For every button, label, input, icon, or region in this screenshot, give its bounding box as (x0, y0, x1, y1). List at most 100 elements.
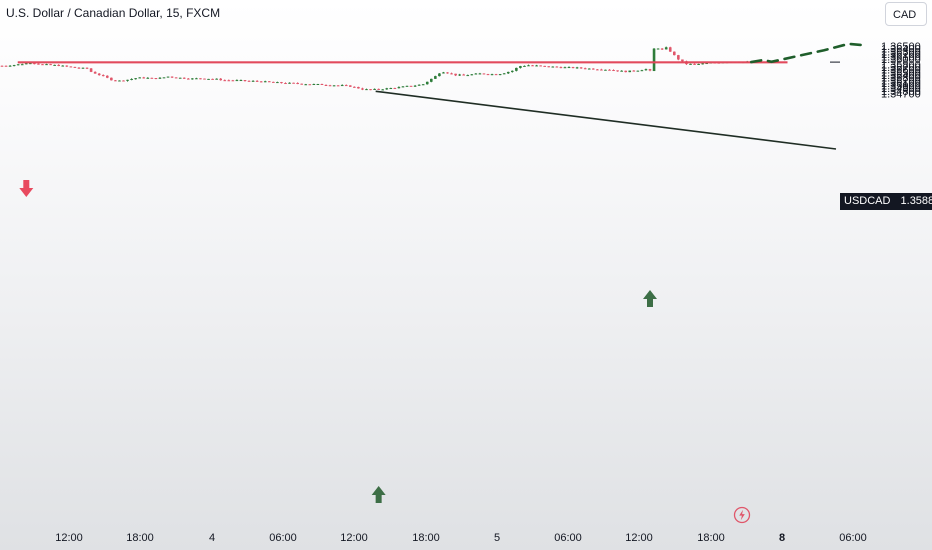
candle (316, 83, 320, 85)
candle (81, 67, 85, 69)
candle (705, 63, 708, 65)
y-axis-tick: 1.36300 (881, 46, 921, 58)
candle (203, 78, 206, 80)
candle (106, 75, 109, 78)
candle (0, 65, 4, 67)
last-price-tag: USDCAD 1.35889 (840, 193, 932, 210)
lightning-bolt-icon[interactable] (733, 506, 751, 524)
y-axis-tick: 1.36000 (881, 54, 921, 66)
candle (259, 81, 263, 83)
y-axis-tick: 1.35300 (881, 73, 921, 85)
x-axis-tick: 5 (494, 532, 500, 544)
candle (349, 85, 352, 87)
candle (519, 66, 522, 68)
candle (296, 83, 299, 85)
candle (527, 65, 530, 67)
candle (563, 67, 567, 69)
candle (668, 47, 672, 52)
candle (575, 67, 579, 69)
candle (61, 65, 65, 67)
candle (239, 80, 243, 82)
candle (628, 70, 632, 73)
arrow-up-icon (371, 486, 386, 503)
candle (93, 71, 97, 74)
candle (555, 66, 559, 68)
candle (632, 70, 636, 72)
candle (417, 84, 421, 86)
candle (446, 72, 449, 74)
candle (648, 69, 652, 71)
candle (604, 69, 607, 71)
currency-button[interactable]: CAD (885, 2, 927, 26)
candle (616, 70, 619, 72)
candle (284, 83, 287, 85)
candle (130, 78, 133, 80)
candle (466, 75, 470, 77)
y-axis-tick: 1.35400 (881, 70, 921, 82)
candle (255, 80, 259, 82)
candle (608, 69, 611, 71)
candle (511, 70, 514, 72)
candle (199, 78, 202, 80)
candle (559, 67, 563, 69)
candle (162, 77, 166, 79)
candle (531, 65, 534, 67)
y-axis-tick: 1.36400 (881, 44, 921, 56)
y-axis-tick: 1.35200 (881, 75, 921, 87)
y-axis-tick: 1.36500 (881, 41, 921, 53)
candle (673, 51, 676, 56)
candle (600, 69, 603, 71)
candle (539, 65, 542, 67)
candle (462, 74, 465, 76)
candle (397, 87, 401, 89)
x-axis-tick: 06:00 (269, 532, 297, 544)
candle (421, 84, 425, 86)
candle (664, 47, 668, 50)
candle (571, 67, 575, 69)
price-tag-symbol: USDCAD (844, 195, 891, 207)
y-axis-tick: 1.34700 (881, 88, 921, 100)
candle (567, 67, 571, 69)
candle (20, 64, 24, 66)
candle (138, 77, 141, 79)
candle (110, 77, 113, 81)
candle (454, 73, 457, 76)
x-axis-tick: 18:00 (697, 532, 725, 544)
candle (583, 68, 587, 70)
candle (158, 77, 162, 79)
candle (328, 85, 332, 87)
candle (547, 66, 551, 68)
candle (53, 64, 56, 66)
candle (231, 80, 235, 82)
arrow-up-icon (643, 290, 657, 307)
candle (300, 83, 303, 85)
y-axis-tick: 1.36100 (881, 52, 921, 64)
candle (49, 64, 52, 66)
candle (502, 73, 506, 75)
x-axis-tick: 06:00 (554, 532, 582, 544)
candle (182, 77, 186, 79)
candle (272, 81, 275, 83)
candle (523, 65, 526, 67)
candle (4, 65, 8, 67)
candle (689, 63, 692, 65)
candle (624, 70, 627, 73)
candle (389, 88, 393, 90)
candle (118, 80, 121, 82)
candle (405, 85, 409, 87)
candle (25, 63, 28, 65)
candle (644, 69, 648, 71)
candle (450, 73, 453, 75)
x-axis-tick: 4 (209, 532, 215, 544)
candle (89, 68, 93, 72)
candle (438, 73, 441, 77)
candle (413, 85, 417, 87)
y-axis-tick: 1.35000 (881, 81, 921, 93)
candle (227, 80, 231, 82)
candle (223, 80, 227, 82)
candle (336, 85, 340, 87)
x-axis-tick: 18:00 (126, 532, 154, 544)
candle (45, 64, 48, 66)
candle (178, 77, 182, 79)
